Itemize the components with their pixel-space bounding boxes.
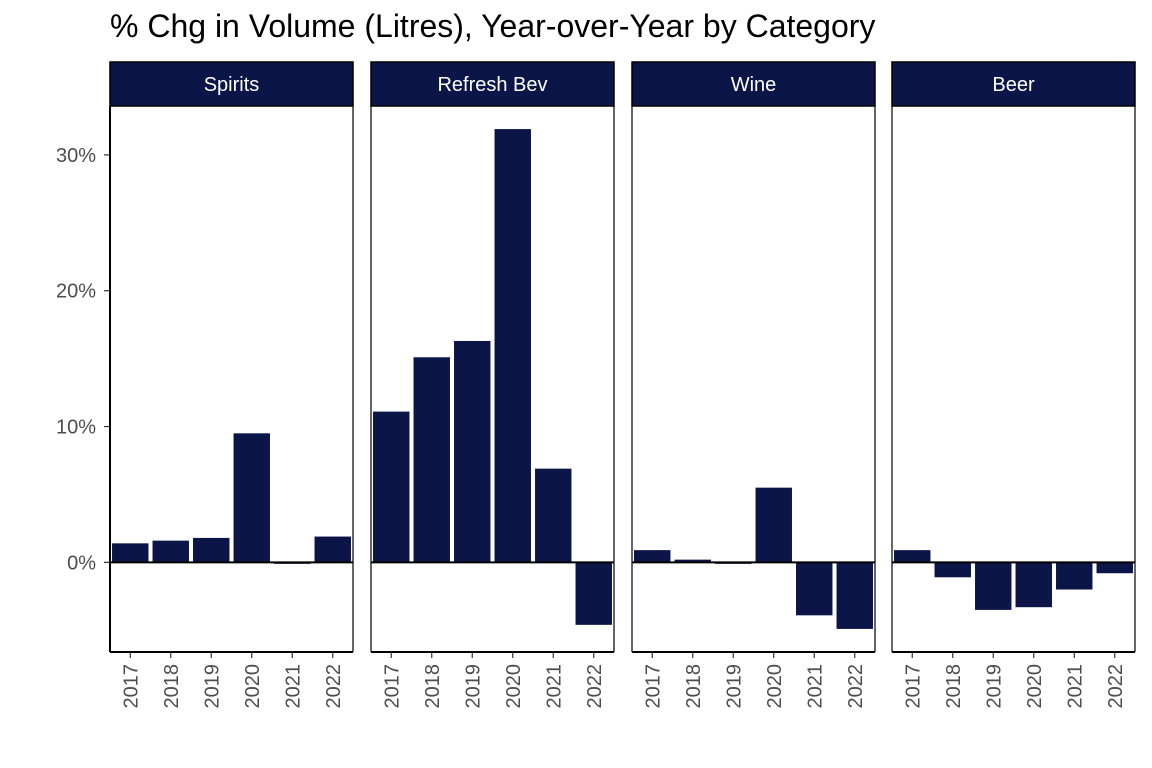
bar-refresh-bev-2022 [575,562,612,625]
x-tick-label: 2017 [902,664,924,709]
bar-beer-2019 [975,562,1012,610]
facet-strip-beer [891,61,1136,107]
facet-strip-spirits [109,61,354,107]
x-tick-label: 2022 [584,664,606,709]
bar-wine-2022 [836,562,873,629]
bar-wine-2021 [796,562,833,616]
bar-beer-2017 [894,550,931,563]
bar-beer-2022 [1096,562,1133,574]
bar-spirits-2019 [193,537,230,563]
bar-wine-2018 [674,559,711,563]
x-tick-label: 2020 [1024,664,1046,709]
y-tick-label: 30% [56,145,96,167]
y-tick-label: 10% [56,417,96,439]
facet-label-wine: Wine [731,74,777,96]
x-tick-label: 2022 [1105,664,1127,709]
x-tick-label: 2020 [503,664,525,709]
x-tick-label: 2019 [983,664,1005,709]
bar-spirits-2020 [233,433,270,563]
bar-beer-2020 [1015,562,1052,608]
bar-refresh-bev-2018 [413,357,450,563]
facet-strip-wine [631,61,876,107]
facet-label-spirits: Spirits [204,74,260,96]
x-tick-label: 2021 [1064,664,1086,709]
bar-spirits-2017 [112,543,149,563]
bar-refresh-bev-2020 [494,129,531,563]
bar-wine-2020 [755,487,792,563]
bar-refresh-bev-2019 [454,340,491,563]
x-tick-label: 2021 [543,664,565,709]
x-tick-label: 2020 [242,664,264,709]
bar-beer-2021 [1056,562,1093,590]
facet-label-refresh-bev: Refresh Bev [437,74,547,96]
chart-title: % Chg in Volume (Litres), Year-over-Year… [110,8,876,44]
x-tick-label: 2018 [422,664,444,709]
x-tick-label: 2018 [161,664,183,709]
bar-refresh-bev-2017 [373,411,410,563]
x-tick-label: 2017 [120,664,142,709]
facet-strip-refresh-bev [370,61,615,107]
bar-refresh-bev-2021 [535,468,572,563]
x-tick-label: 2017 [642,664,664,709]
x-tick-label: 2022 [845,664,867,709]
x-tick-label: 2019 [201,664,223,709]
bar-beer-2018 [934,562,971,578]
x-tick-label: 2022 [323,664,345,709]
y-tick-label: 0% [67,552,96,574]
x-tick-label: 2017 [381,664,403,709]
x-tick-label: 2021 [804,664,826,709]
x-tick-label: 2018 [683,664,705,709]
x-tick-label: 2018 [943,664,965,709]
bar-spirits-2018 [152,540,189,563]
x-tick-label: 2019 [723,664,745,709]
bar-spirits-2022 [314,536,351,563]
x-tick-label: 2021 [282,664,304,709]
facet-label-beer: Beer [992,74,1035,96]
x-tick-label: 2019 [462,664,484,709]
bar-wine-2017 [634,550,671,563]
y-tick-label: 20% [56,281,96,303]
x-tick-label: 2020 [764,664,786,709]
